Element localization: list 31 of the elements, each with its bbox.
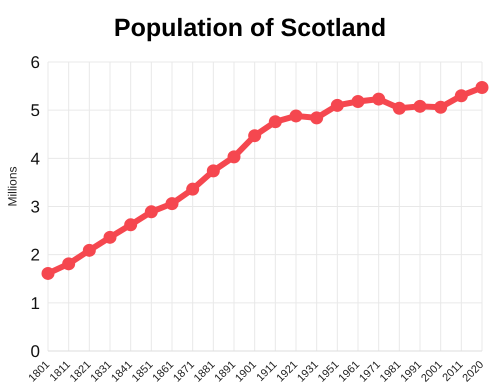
point — [352, 94, 364, 108]
point — [42, 266, 54, 280]
point — [372, 92, 386, 106]
point — [454, 89, 468, 102]
point — [104, 230, 116, 244]
point — [166, 197, 178, 210]
y-tick-label: 6 — [30, 53, 40, 72]
y-tick-label: 2 — [30, 246, 40, 265]
point — [330, 98, 344, 112]
point — [290, 109, 302, 122]
point — [124, 218, 138, 232]
y-axis-title: Millions — [5, 166, 20, 206]
point — [228, 150, 240, 164]
chart-title: Population of Scotland — [112, 14, 388, 43]
y-tick-label: 5 — [30, 101, 40, 120]
point — [144, 205, 158, 218]
y-tick-label: 3 — [30, 198, 40, 217]
y-tick-label: 4 — [30, 149, 40, 168]
point — [186, 182, 200, 196]
point — [434, 100, 448, 114]
point — [268, 115, 282, 128]
y-tick-label: 1 — [30, 294, 40, 313]
point — [62, 257, 76, 270]
point — [476, 81, 488, 94]
point — [310, 111, 324, 124]
y-tick-label: 0 — [30, 342, 40, 362]
point — [248, 129, 262, 142]
point — [82, 244, 96, 257]
point — [414, 100, 426, 113]
point — [206, 164, 220, 178]
point — [392, 102, 406, 115]
